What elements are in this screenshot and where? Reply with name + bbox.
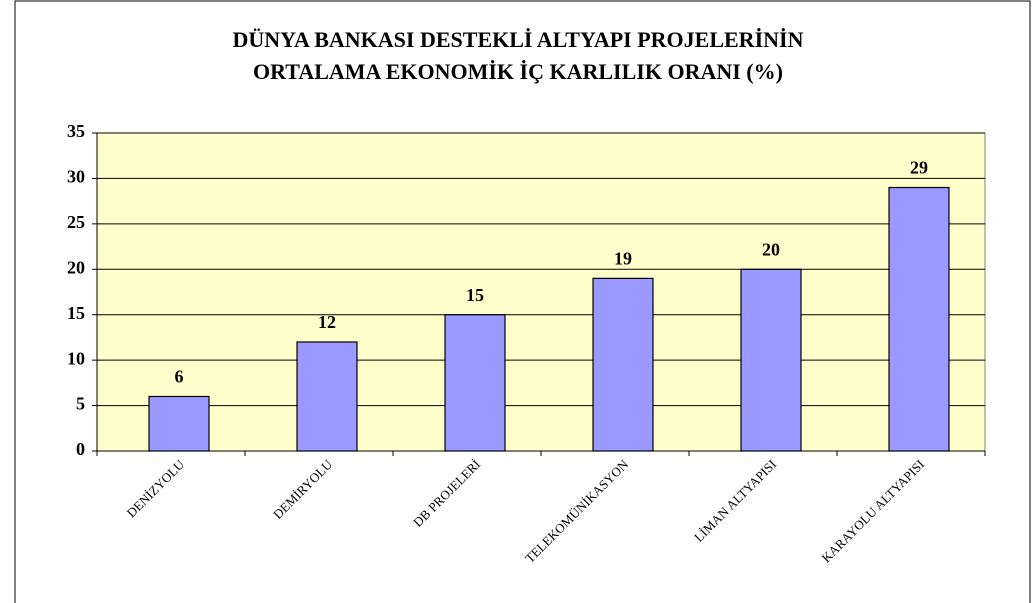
- value-label: 29: [910, 158, 928, 178]
- bar: [296, 341, 358, 452]
- chart-title: DÜNYA BANKASI DESTEKLİ ALTYAPI PROJELERİ…: [233, 27, 804, 52]
- y-tick-label: 0: [76, 439, 85, 459]
- bar: [444, 314, 506, 452]
- y-tick-label: 15: [67, 303, 85, 323]
- y-tick-label: 20: [67, 257, 85, 277]
- value-label: 20: [762, 239, 780, 259]
- y-tick-label: 25: [67, 212, 85, 232]
- y-tick-label: 10: [67, 348, 85, 368]
- value-label: 6: [175, 367, 184, 387]
- bar: [592, 277, 654, 452]
- y-tick-label: 35: [67, 121, 85, 141]
- value-label: 12: [318, 312, 336, 332]
- chart-title: ORTALAMA EKONOMİK İÇ KARLILIK ORANI (%): [253, 59, 783, 84]
- bar: [888, 186, 950, 452]
- value-label: 19: [614, 248, 632, 268]
- bar: [740, 268, 802, 452]
- y-tick-label: 5: [76, 394, 85, 414]
- bar: [148, 395, 210, 452]
- value-label: 15: [466, 285, 484, 305]
- plot-area: [96, 132, 986, 452]
- y-tick-label: 30: [67, 167, 85, 187]
